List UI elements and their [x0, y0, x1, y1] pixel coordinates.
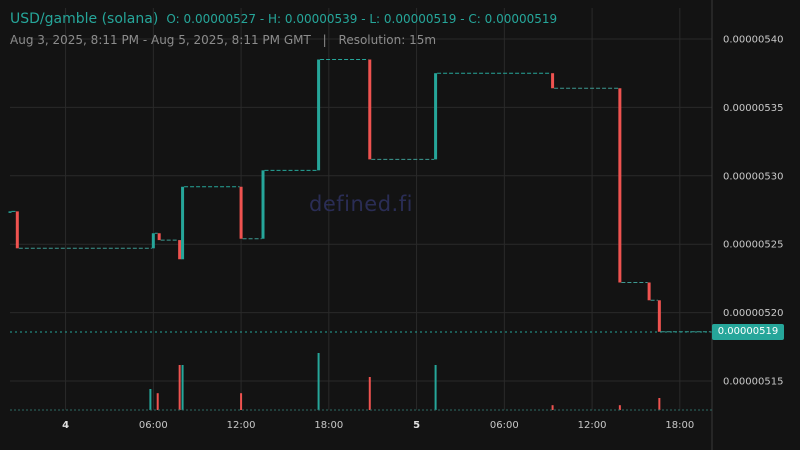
candle-body: [178, 240, 182, 260]
time-tick-label: 12:00: [578, 420, 607, 431]
date-range: Aug 3, 2025, 8:11 PM - Aug 5, 2025, 8:11…: [10, 33, 311, 47]
watermark-logo: defined.fi: [309, 192, 413, 216]
pair-name[interactable]: USD/gamble (solana): [10, 11, 159, 27]
candle-body: [434, 73, 438, 160]
volume-bar: [658, 398, 661, 410]
candle-body: [368, 59, 372, 160]
candle-body: [647, 282, 651, 301]
candle-body: [181, 186, 185, 260]
candle-body: [618, 88, 622, 283]
time-tick-label: 18:00: [314, 420, 343, 431]
price-tick-label: 0.00000535: [723, 103, 783, 114]
ohlc-values: O: 0.00000527 - H: 0.00000539 - L: 0.000…: [166, 12, 558, 26]
price-tick-label: 0.00000525: [723, 240, 783, 251]
candle-body: [151, 233, 155, 249]
candle-body: [15, 211, 19, 249]
chart-header: USD/gamble (solana) O: 0.00000527 - H: 0…: [10, 10, 557, 48]
volume-bar: [317, 353, 320, 410]
price-tick-label: 0.00000520: [723, 308, 783, 319]
candle-body: [239, 186, 243, 239]
volume-bar: [156, 393, 159, 410]
price-tick-label: 0.00000530: [723, 171, 783, 182]
time-tick-label: 06:00: [490, 420, 519, 431]
price-tick-label: 0.00000540: [723, 35, 783, 46]
resolution[interactable]: Resolution: 15m: [338, 33, 437, 47]
candle-body: [657, 300, 661, 332]
volume-bar: [551, 405, 554, 410]
candle-body: [8, 211, 12, 213]
candle-body: [157, 233, 161, 241]
time-tick-label: 4: [62, 420, 69, 431]
price-tick-label: 0.00000515: [723, 377, 783, 388]
volume-bars: [149, 353, 661, 410]
candle-body: [551, 73, 555, 89]
volume-bar: [178, 365, 181, 410]
volume-bar: [240, 393, 243, 410]
volume-bar: [149, 389, 152, 410]
grid-lines: [10, 8, 712, 410]
candles: [8, 59, 712, 333]
axes: 0.00000540 0.00000535 0.00000530 0.00000525…: [10, 0, 783, 450]
time-tick-label: 06:00: [139, 420, 168, 431]
separator: |: [322, 33, 327, 47]
volume-bar: [368, 377, 371, 410]
current-price-label: 0.00000519: [712, 324, 784, 340]
candle-body: [261, 170, 265, 239]
time-tick-label: 5: [413, 420, 420, 431]
candle-body: [317, 59, 321, 171]
time-tick-label: 12:00: [227, 420, 256, 431]
volume-bar: [181, 365, 184, 410]
volume-bar: [618, 405, 621, 410]
time-tick-label: 18:00: [665, 420, 694, 431]
volume-bar: [434, 365, 437, 410]
